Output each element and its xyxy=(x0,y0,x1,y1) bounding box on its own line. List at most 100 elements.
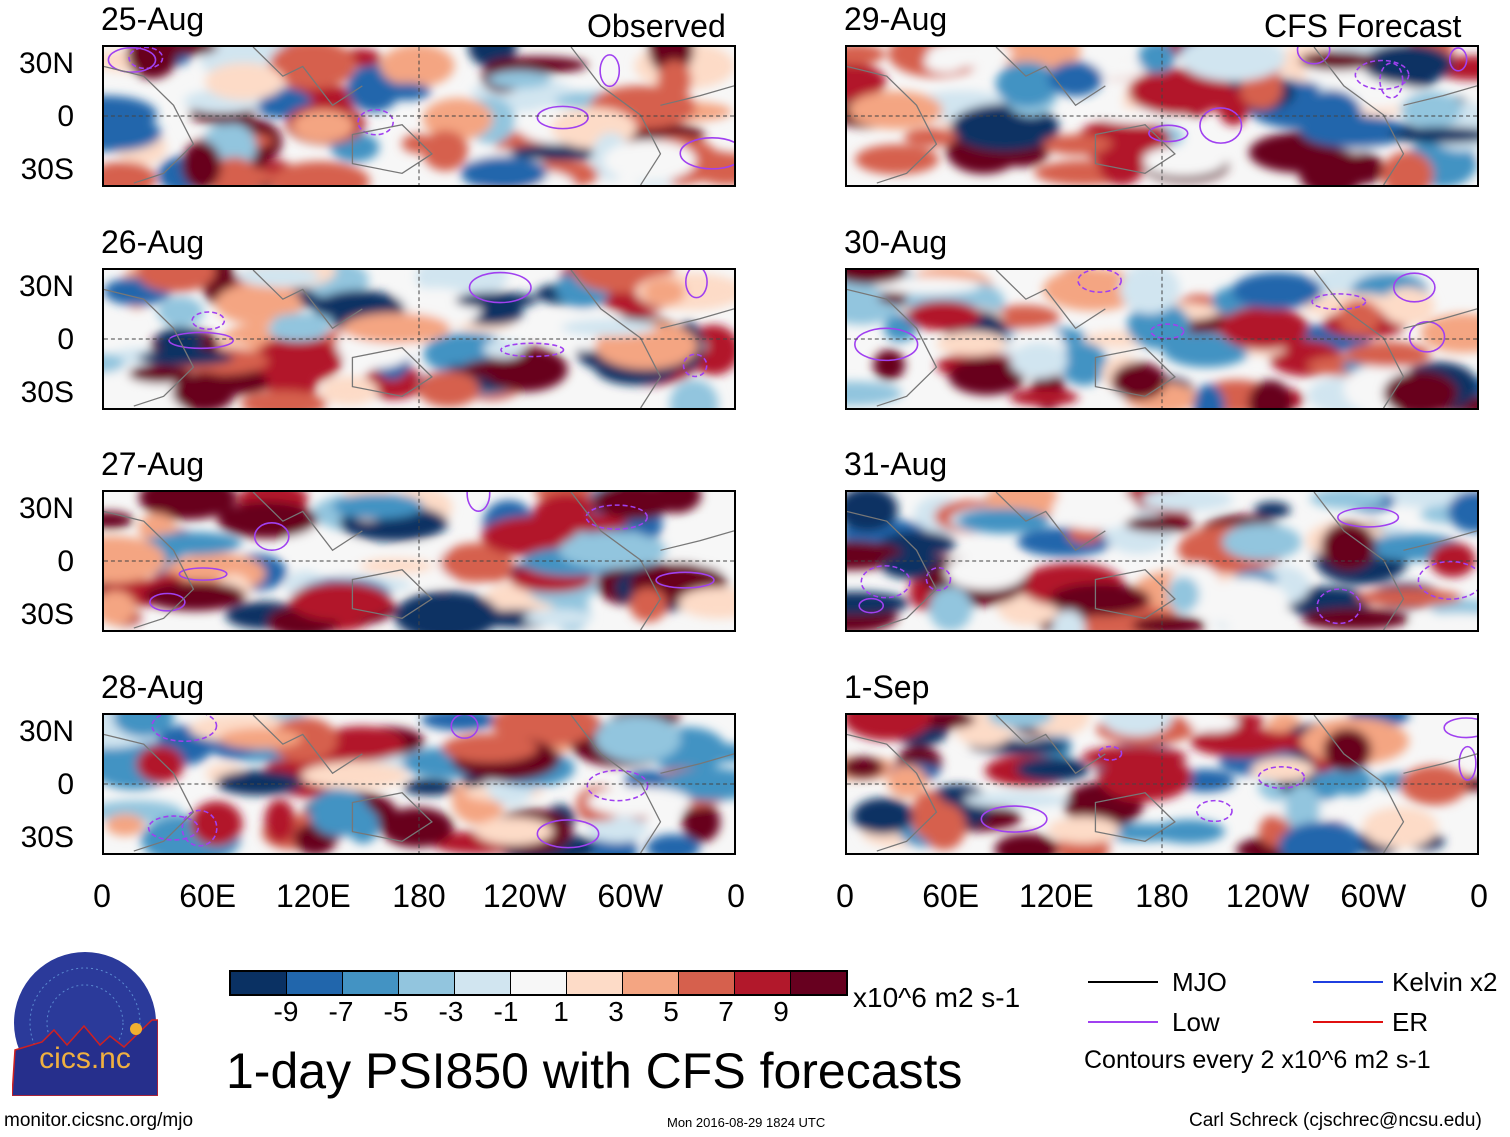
anomaly-blob xyxy=(380,47,455,87)
anomaly-map-panel xyxy=(845,713,1479,855)
low-contour xyxy=(149,592,186,612)
anomaly-blob xyxy=(215,282,302,325)
coastline xyxy=(847,715,1477,853)
mjo-line-swatch xyxy=(1088,981,1158,983)
anomaly-blob xyxy=(417,370,480,408)
lon-label: 180 xyxy=(392,878,446,914)
low-contour xyxy=(168,331,234,350)
anomaly-blob xyxy=(847,47,886,65)
colorbar-swatch xyxy=(511,972,567,994)
anomaly-blob xyxy=(922,803,966,851)
anomaly-blob xyxy=(1099,753,1193,802)
colorbar-swatch xyxy=(287,972,343,994)
legend-mjo: MJO xyxy=(1172,967,1227,997)
anomaly-blob xyxy=(422,130,469,172)
anomaly-blob xyxy=(906,300,981,331)
anomaly-blob xyxy=(320,375,378,406)
anomaly-blob xyxy=(1042,134,1114,155)
anomaly-blob xyxy=(1400,91,1462,129)
colorbar-swatch xyxy=(343,972,399,994)
anomaly-blob xyxy=(592,492,676,520)
anomaly-blob xyxy=(945,554,1027,590)
low-contour xyxy=(466,492,491,512)
anomaly-blob xyxy=(1388,126,1477,144)
low-contour xyxy=(1316,588,1362,625)
anomaly-blob xyxy=(1338,299,1381,336)
low-contour xyxy=(1337,507,1400,528)
low-contour xyxy=(147,815,200,841)
low-contour xyxy=(178,567,228,581)
anomaly-blob xyxy=(1153,819,1225,844)
low-contour xyxy=(685,270,708,299)
anomaly-blob xyxy=(1284,783,1321,834)
low-contour xyxy=(854,327,919,362)
anomaly-blob xyxy=(587,815,648,843)
anomaly-blob xyxy=(240,390,327,408)
anomaly-blob xyxy=(181,141,222,185)
anomaly-blob xyxy=(1125,515,1195,533)
colorbar-swatch xyxy=(679,972,735,994)
anomaly-blob xyxy=(267,319,329,342)
anomaly-blob xyxy=(332,493,424,519)
footer-url[interactable]: monitor.cicsnc.org/mjo xyxy=(4,1110,194,1131)
panel-date: 30-Aug xyxy=(844,224,948,260)
anomaly-blob xyxy=(1042,270,1144,311)
anomaly-blob xyxy=(1141,145,1226,177)
lon-label: 180 xyxy=(1135,878,1189,914)
panel-date: 27-Aug xyxy=(101,446,205,482)
lat-label: 0 xyxy=(57,323,74,356)
er-line-swatch xyxy=(1313,1021,1383,1023)
anomaly-blob xyxy=(461,156,548,185)
anomaly-blob xyxy=(421,715,499,731)
anomaly-map-panel xyxy=(102,490,736,632)
anomaly-blob xyxy=(292,109,355,143)
anomaly-blob xyxy=(143,531,242,556)
anomaly-blob xyxy=(104,535,166,584)
low-contour xyxy=(1354,59,1410,91)
lat-label: 0 xyxy=(57,768,74,801)
colorbar xyxy=(229,970,848,996)
anomaly-blob xyxy=(1199,578,1289,628)
colorbar-swatch xyxy=(623,972,679,994)
low-contour xyxy=(151,715,218,743)
anomaly-blob xyxy=(1413,613,1477,630)
anomaly-map-panel xyxy=(102,268,736,410)
colorbar-swatch xyxy=(567,972,623,994)
anomaly-blob xyxy=(1111,362,1167,400)
anomaly-blob xyxy=(847,715,932,741)
anomaly-blob xyxy=(487,70,552,89)
panel-date: 1-Sep xyxy=(844,669,930,705)
anomaly-blob xyxy=(128,364,192,384)
anomaly-blob xyxy=(936,331,1008,356)
anomaly-map-panel xyxy=(845,268,1479,410)
colorbar-swatch xyxy=(399,972,455,994)
kelvin-line-swatch xyxy=(1313,981,1383,983)
anomaly-blob xyxy=(326,543,369,577)
lat-label: 30N xyxy=(18,492,74,525)
low-contour xyxy=(500,342,565,358)
low-contour xyxy=(925,566,952,592)
anomaly-blob xyxy=(1010,342,1068,379)
legend-low: Low xyxy=(1172,1007,1220,1037)
anomaly-blob xyxy=(136,270,216,293)
anomaly-blob xyxy=(989,305,1060,330)
anomaly-blob xyxy=(987,715,1053,729)
anomaly-blob xyxy=(1188,715,1239,733)
low-contour xyxy=(1195,799,1233,823)
lon-label: 60E xyxy=(922,878,980,914)
anomaly-blob xyxy=(104,161,157,185)
colorbar-label: -3 xyxy=(438,996,464,1027)
cics-logo: cics.nc xyxy=(12,952,158,1096)
low-contour xyxy=(536,105,589,130)
anomaly-blob xyxy=(1448,492,1477,533)
lon-label: 60W xyxy=(597,878,664,914)
low-contour xyxy=(655,571,715,589)
anomaly-blob xyxy=(629,587,668,622)
anomaly-blob xyxy=(137,349,234,366)
anomaly-blob xyxy=(363,365,424,400)
low-contour xyxy=(1097,745,1123,761)
anomaly-blob xyxy=(172,372,236,408)
anomaly-map-panel xyxy=(102,713,736,855)
low-contour xyxy=(253,522,290,551)
anomaly-blob xyxy=(657,60,692,100)
